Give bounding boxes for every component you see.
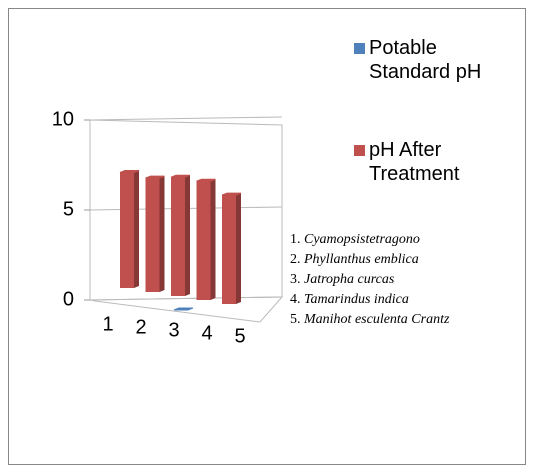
legend-label: pH After Treatment [369, 139, 460, 185]
x-tick-label: 1 [102, 313, 113, 335]
annotation-number: 4. [290, 292, 301, 307]
bar [145, 178, 160, 292]
bar [196, 181, 211, 300]
x-tick-label: 4 [201, 322, 212, 344]
chart-border [8, 8, 526, 465]
bar-side [159, 176, 165, 292]
annotation-name: Jatropha curcas [304, 272, 395, 287]
annotation-number: 1. [290, 232, 301, 247]
legend-swatch [354, 145, 365, 156]
legend-label: Potable Standard pH [369, 37, 482, 83]
x-tick-label: 2 [135, 316, 146, 338]
x-tick-label: 3 [168, 319, 179, 341]
y-tick-label: 5 [63, 198, 74, 220]
bar-top [173, 307, 194, 311]
grid-line [89, 296, 283, 301]
annotation: 1. Cyamopsistetragono [290, 232, 420, 248]
y-tick-label: 0 [63, 288, 74, 310]
bar [222, 195, 236, 304]
annotation-number: 5. [290, 312, 301, 327]
bar-side [185, 175, 190, 296]
annotation: 3. Jatropha curcas [290, 272, 394, 288]
annotation: 5. Manihot esculenta Crantz [290, 312, 449, 328]
annotation-name: Manihot esculenta Crantz [304, 312, 450, 327]
bar [120, 172, 134, 288]
annotation-number: 2. [290, 252, 301, 267]
y-tick-label: 10 [52, 108, 74, 130]
annotation-name: Cyamopsistetragono [304, 232, 420, 247]
bar-side [236, 193, 241, 304]
annotation-name: Phyllanthus emblica [304, 252, 419, 267]
grid-line [89, 116, 283, 121]
annotation: 2. Phyllanthus emblica [290, 252, 419, 268]
bar-side [134, 170, 139, 288]
annotation: 4. Tamarindus indica [290, 292, 409, 308]
x-tick-label: 5 [234, 325, 245, 347]
annotation-number: 3. [290, 272, 301, 287]
annotation-name: Tamarindus indica [304, 292, 409, 307]
legend-swatch [354, 43, 365, 54]
bar [171, 177, 185, 296]
bar-side [210, 179, 216, 300]
